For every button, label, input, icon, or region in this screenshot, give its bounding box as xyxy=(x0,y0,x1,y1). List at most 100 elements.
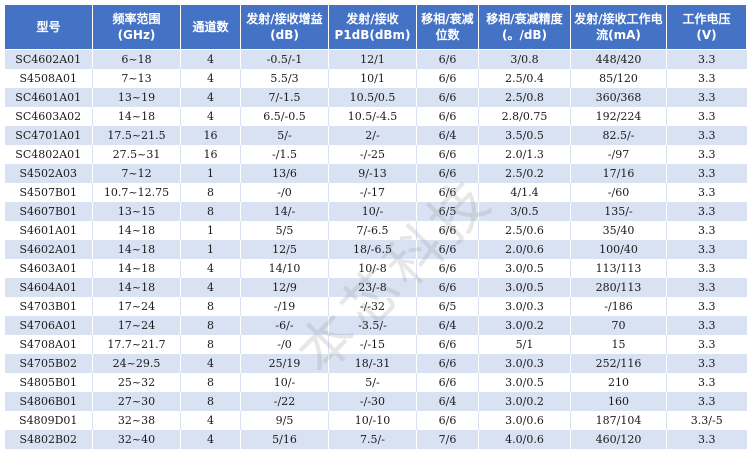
table-cell: 7/-6.5 xyxy=(328,221,417,240)
table-cell: 32~40 xyxy=(92,430,181,449)
table-cell: 3.0/0.2 xyxy=(478,316,571,335)
table-cell: 360/368 xyxy=(570,88,667,107)
table-cell: 3.3 xyxy=(666,202,747,221)
table-cell: 17/16 xyxy=(570,164,667,183)
table-cell: -/-17 xyxy=(328,183,417,202)
table-cell: S4802B02 xyxy=(4,430,93,449)
table-cell: 6/6 xyxy=(416,240,479,259)
table-cell: 3.0/0.5 xyxy=(478,373,571,392)
table-cell: -0.5/-1 xyxy=(240,49,329,69)
table-cell: 3.0/0.5 xyxy=(478,278,571,297)
header-phase-atten-bits: 移相/衰减位数 xyxy=(416,4,479,50)
table-cell: 10.5/0.5 xyxy=(328,88,417,107)
table-cell: 2.5/0.8 xyxy=(478,88,571,107)
table-cell: 6/4 xyxy=(416,392,479,411)
table-cell: 3.3 xyxy=(666,126,747,145)
table-cell: 2.5/0.2 xyxy=(478,164,571,183)
table-cell: 12/5 xyxy=(240,240,329,259)
table-cell: 4 xyxy=(180,88,241,107)
table-cell: 12/1 xyxy=(328,49,417,69)
table-cell: 23/-8 xyxy=(328,278,417,297)
table-cell: 3.3 xyxy=(666,107,747,126)
table-cell: S4604A01 xyxy=(4,278,93,297)
table-cell: 9/-13 xyxy=(328,164,417,183)
table-cell: 252/116 xyxy=(570,354,667,373)
table-cell: S4507B01 xyxy=(4,183,93,202)
table-cell: 6/6 xyxy=(416,411,479,430)
table-cell: 3.3 xyxy=(666,164,747,183)
table-cell: 192/224 xyxy=(570,107,667,126)
table-cell: 6/6 xyxy=(416,164,479,183)
table-cell: 14~18 xyxy=(92,259,181,278)
table-row: SC4603A02 14~18 4 6.5/-0.5 10.5/-4.5 6/6 2.8/0… xyxy=(4,107,747,126)
table-cell: 2.5/0.6 xyxy=(478,221,571,240)
header-tx-rx-p1db: 发射/接收P1dB(dBm) xyxy=(328,4,417,50)
table-cell: 3.3 xyxy=(666,392,747,411)
table-cell: -/-25 xyxy=(328,145,417,164)
table-cell: 4 xyxy=(180,107,241,126)
table-cell: 6/5 xyxy=(416,297,479,316)
table-cell: -/-30 xyxy=(328,392,417,411)
table-cell: 24~29.5 xyxy=(92,354,181,373)
header-voltage: 工作电压 (V) xyxy=(666,4,747,50)
table-cell: 3.3 xyxy=(666,335,747,354)
table-cell: 3/0.5 xyxy=(478,202,571,221)
table-cell: S4607B01 xyxy=(4,202,93,221)
table-cell: 14~18 xyxy=(92,221,181,240)
table-cell: 18/-6.5 xyxy=(328,240,417,259)
table-cell: 3.3 xyxy=(666,145,747,164)
table-cell: -/60 xyxy=(570,183,667,202)
table-cell: 113/113 xyxy=(570,259,667,278)
table-cell: 1 xyxy=(180,164,241,183)
table-cell: 8 xyxy=(180,202,241,221)
table-cell: 6/6 xyxy=(416,183,479,202)
table-cell: -/-32 xyxy=(328,297,417,316)
table-cell: -/19 xyxy=(240,297,329,316)
table-cell: SC4603A02 xyxy=(4,107,93,126)
table-cell: 5/5 xyxy=(240,221,329,240)
header-model: 型号 xyxy=(4,4,93,50)
table-cell: 3.3 xyxy=(666,354,747,373)
table-cell: 14/- xyxy=(240,202,329,221)
table-cell: 6/5 xyxy=(416,202,479,221)
table-cell: S4805B01 xyxy=(4,373,93,392)
table-cell: 3.3 xyxy=(666,88,747,107)
table-row: S4607B01 13~15 8 14/- 10/- 6/5 3/0.5 135/- 3.3 xyxy=(4,202,747,221)
header-channels: 通道数 xyxy=(180,4,241,50)
table-cell: S4705B02 xyxy=(4,354,93,373)
table-cell: 18/-31 xyxy=(328,354,417,373)
table-cell: 8 xyxy=(180,392,241,411)
table-cell: 14~18 xyxy=(92,107,181,126)
table-cell: 6/6 xyxy=(416,259,479,278)
header-phase-atten-accuracy: 移相/衰减精度(。/dB) xyxy=(478,4,571,50)
table-cell: SC4802A01 xyxy=(4,145,93,164)
table-row: S4601A01 14~18 1 5/5 7/-6.5 6/6 2.5/0.6 35/40 3.… xyxy=(4,221,747,240)
table-cell: -/0 xyxy=(240,183,329,202)
table-row: SC4602A01 6~18 4 -0.5/-1 12/1 6/6 3/0.8 448/420… xyxy=(4,49,747,69)
table-cell: 10/-8 xyxy=(328,259,417,278)
table-row: S4508A01 7~13 4 5.5/3 10/1 6/6 2.5/0.4 85/120 3.… xyxy=(4,69,747,88)
table-cell: 4 xyxy=(180,411,241,430)
table-cell: 13~15 xyxy=(92,202,181,221)
table-cell: 3.0/0.2 xyxy=(478,392,571,411)
table-cell: 7.5/- xyxy=(328,430,417,449)
table-cell: 8 xyxy=(180,373,241,392)
table-cell: S4708A01 xyxy=(4,335,93,354)
table-cell: 6/6 xyxy=(416,49,479,69)
table-cell: 160 xyxy=(570,392,667,411)
table-cell: 3/0.8 xyxy=(478,49,571,69)
table-cell: 6/6 xyxy=(416,354,479,373)
table-cell: 3.3 xyxy=(666,430,747,449)
table-cell: 3.3 xyxy=(666,316,747,335)
header-tx-rx-gain: 发射/接收增益(dB) xyxy=(240,4,329,50)
table-cell: S4603A01 xyxy=(4,259,93,278)
table-body: SC4602A01 6~18 4 -0.5/-1 12/1 6/6 3/0.8 448/420… xyxy=(4,49,747,449)
table-cell: SC4701A01 xyxy=(4,126,93,145)
table-cell: 3.5/0.5 xyxy=(478,126,571,145)
table-cell: 6.5/-0.5 xyxy=(240,107,329,126)
table-cell: -3.5/- xyxy=(328,316,417,335)
table-cell: 3.3/-5 xyxy=(666,411,747,430)
table-cell: 32~38 xyxy=(92,411,181,430)
table-cell: 17.7~21.7 xyxy=(92,335,181,354)
table-cell: 6/6 xyxy=(416,69,479,88)
